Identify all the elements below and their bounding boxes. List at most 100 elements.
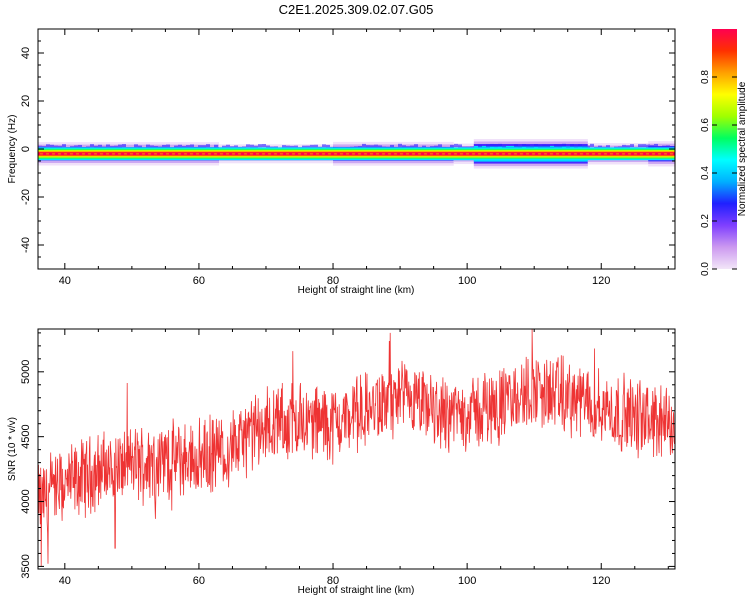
band-core-texture (454, 153, 457, 155)
band-texture (438, 144, 442, 148)
snr-xlabel: Height of straight line (km) (298, 585, 415, 596)
band-texture (598, 145, 602, 149)
band-texture (306, 145, 310, 149)
spectrogram-ticks: 40 60 80 100 120 -40 -20 0 20 40 (20, 29, 675, 287)
band-texture (398, 143, 402, 147)
snr-xtick-label: 100 (458, 575, 476, 587)
band-texture (366, 145, 370, 149)
band-core-texture (184, 153, 187, 155)
band-texture (74, 145, 78, 149)
band-texture (370, 145, 374, 149)
band-texture (570, 144, 574, 148)
band-texture (294, 145, 298, 149)
band-core-texture (622, 153, 625, 155)
band-texture (206, 144, 210, 148)
band-core-texture (262, 153, 265, 155)
band-texture (138, 145, 142, 149)
band-texture (586, 145, 590, 149)
spectrogram-xtick-label: 80 (327, 275, 339, 287)
spectrogram-xtick-label: 100 (458, 275, 476, 287)
spectrogram-ytick-label: 0 (20, 146, 32, 152)
band-core-texture (322, 153, 325, 155)
band-core-texture (580, 153, 583, 155)
band-texture (150, 145, 154, 149)
band-texture (234, 145, 238, 149)
band-core-texture (316, 153, 319, 155)
band-core-texture (298, 153, 301, 155)
snr-ytick-label: 4500 (20, 424, 32, 448)
snr-ticks: 40 60 80 100 120 3500 4000 4500 5000 (20, 329, 675, 587)
band-texture (262, 143, 266, 147)
band-core-texture (304, 153, 307, 155)
colorbar-tick-label: 0.6 (700, 118, 711, 132)
band-core-texture (544, 153, 547, 155)
band-core-texture (466, 153, 469, 155)
band-core-texture (214, 153, 217, 155)
band-core-texture (70, 153, 73, 155)
band-texture (606, 145, 610, 149)
band-texture (494, 144, 498, 148)
band-core-texture (310, 153, 313, 155)
band-texture (626, 145, 630, 149)
spectrogram-xtick-label: 120 (592, 275, 610, 287)
band-core-texture (286, 153, 289, 155)
band-texture (646, 144, 650, 148)
spectrogram-ytick-label: 20 (20, 95, 32, 107)
band-core-texture (460, 153, 463, 155)
band-core-texture (106, 153, 109, 155)
colorbar-gradient (712, 29, 737, 269)
spectrogram-band (38, 139, 675, 169)
band-core-texture (532, 153, 535, 155)
spectrogram-ytick-label: -40 (20, 237, 32, 253)
band-texture (654, 143, 658, 147)
band-core-texture (100, 153, 103, 155)
band-core-texture (562, 153, 565, 155)
band-core-texture (52, 153, 55, 155)
snr-xtick-label: 120 (592, 575, 610, 587)
snr-ytick-label: 3500 (20, 554, 32, 578)
band-texture (58, 145, 62, 149)
band-texture (538, 145, 542, 149)
spectrogram-xtick-label: 60 (193, 275, 205, 287)
band-core-texture (196, 153, 199, 155)
spectrogram-xlabel: Height of straight line (km) (298, 285, 415, 296)
band-core-texture (292, 153, 295, 155)
band-texture (574, 145, 578, 149)
snr-frame (37, 328, 676, 570)
band-texture (162, 144, 166, 148)
band-core-texture (160, 153, 163, 155)
band-core-texture (94, 153, 97, 155)
band-texture (226, 144, 230, 148)
snr-xtick-label: 80 (327, 575, 339, 587)
band-core-texture (220, 153, 223, 155)
band-texture (246, 144, 250, 148)
snr-xtick-label: 40 (59, 575, 71, 587)
band-core-texture (418, 153, 421, 155)
spectrogram-ylabel: Frequency (Hz) (7, 115, 18, 184)
band-texture (222, 145, 226, 149)
band-core-texture (256, 153, 259, 155)
band-texture (522, 144, 526, 148)
band-texture (526, 144, 530, 148)
band-core-texture (610, 153, 613, 155)
band-core-texture (478, 153, 481, 155)
band-core-texture (658, 153, 661, 155)
band-texture (202, 145, 206, 149)
band-core-texture (364, 153, 367, 155)
band-texture (214, 144, 218, 148)
band-texture (414, 144, 418, 148)
colorbar-tick-label: 0.0 (700, 262, 711, 276)
band-texture (486, 144, 490, 148)
band-core-texture (640, 153, 643, 155)
snr-line (38, 329, 675, 567)
band-texture (662, 145, 666, 149)
band-core-texture (598, 153, 601, 155)
band-texture (54, 145, 58, 149)
band-core-texture (232, 153, 235, 155)
colorbar-label: Normalized spectral amplitude (737, 81, 748, 216)
band-core-texture (502, 153, 505, 155)
band-core-texture (154, 153, 157, 155)
colorbar-tick-label: 0.2 (700, 214, 711, 228)
